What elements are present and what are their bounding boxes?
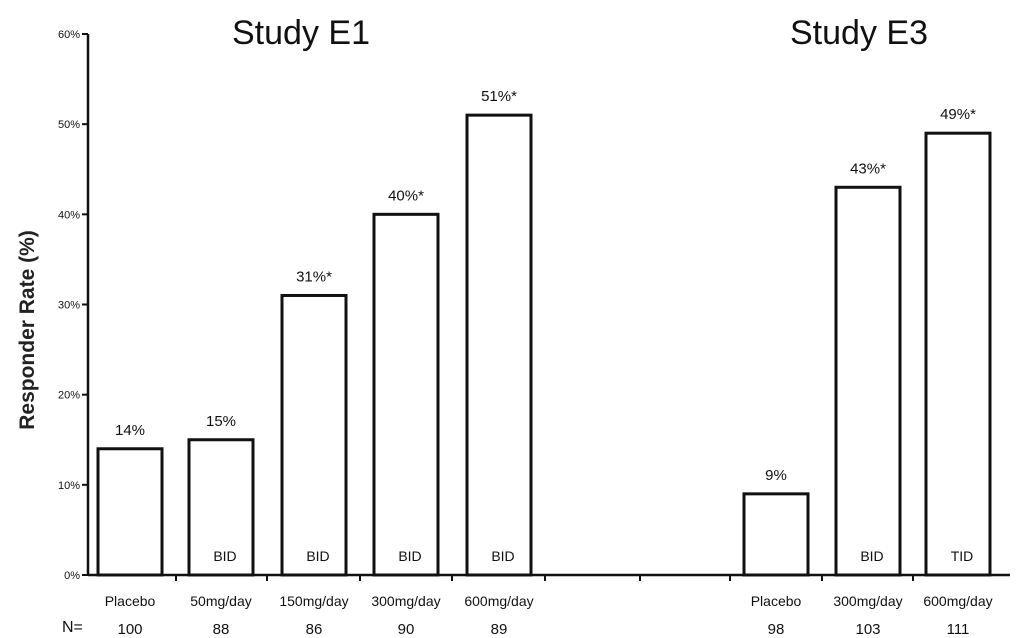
bar-value-label: 51%* <box>481 88 517 105</box>
y-axis-label-text: Responder Rate (%) <box>16 230 39 430</box>
category-label: 300mg/day <box>371 593 440 609</box>
dosing-label: TID <box>951 548 974 564</box>
n-value-label: 89 <box>491 621 508 638</box>
study-e1-title: Study E1 <box>232 14 370 52</box>
n-prefix-label: N= <box>62 619 83 636</box>
bar-value-label: 15% <box>206 413 236 430</box>
bar-value-label: 31%* <box>296 268 332 285</box>
dosing-label: BID <box>213 548 236 564</box>
bar <box>187 438 255 577</box>
bar-value-label: 49%* <box>940 106 976 123</box>
y-tick-label: 30% <box>58 300 80 312</box>
y-tick-label: 10% <box>58 480 80 492</box>
study-e3-title: Study E3 <box>790 14 928 52</box>
bar <box>742 492 810 577</box>
dosing-label: BID <box>398 548 421 564</box>
n-value-label: 111 <box>947 621 970 638</box>
y-tick-label: 50% <box>58 119 80 131</box>
bar <box>834 185 902 577</box>
bar <box>280 293 348 577</box>
dosing-label: BID <box>306 548 329 564</box>
bar <box>372 212 440 577</box>
category-label: Placebo <box>105 593 156 609</box>
category-label: 150mg/day <box>279 593 348 609</box>
n-value-label: 100 <box>117 621 142 638</box>
bar-value-label: 9% <box>765 467 787 484</box>
category-label: 600mg/day <box>464 593 533 609</box>
bar <box>465 113 533 577</box>
y-tick-label: 0% <box>64 570 80 582</box>
y-tick-label: 40% <box>58 209 80 221</box>
n-value-label: 88 <box>213 621 230 638</box>
n-value-label: 86 <box>306 621 323 638</box>
category-label: 300mg/day <box>833 593 902 609</box>
y-tick-label: 60% <box>58 29 80 41</box>
dosing-label: BID <box>491 548 514 564</box>
n-value-label: 90 <box>398 621 415 638</box>
n-value-label: 98 <box>768 621 785 638</box>
category-label: 50mg/day <box>190 593 251 609</box>
y-axis-label: Responder Rate (%) <box>16 230 39 430</box>
category-label: 600mg/day <box>923 593 992 609</box>
bar <box>96 447 164 577</box>
dosing-label: BID <box>860 548 883 564</box>
bar-value-label: 14% <box>115 422 145 439</box>
bar <box>924 131 992 577</box>
y-tick-label: 20% <box>58 390 80 402</box>
n-value-label: 103 <box>855 621 880 638</box>
bar-value-label: 43%* <box>850 160 886 177</box>
bar-value-label: 40%* <box>388 187 424 204</box>
category-label: Placebo <box>751 593 802 609</box>
